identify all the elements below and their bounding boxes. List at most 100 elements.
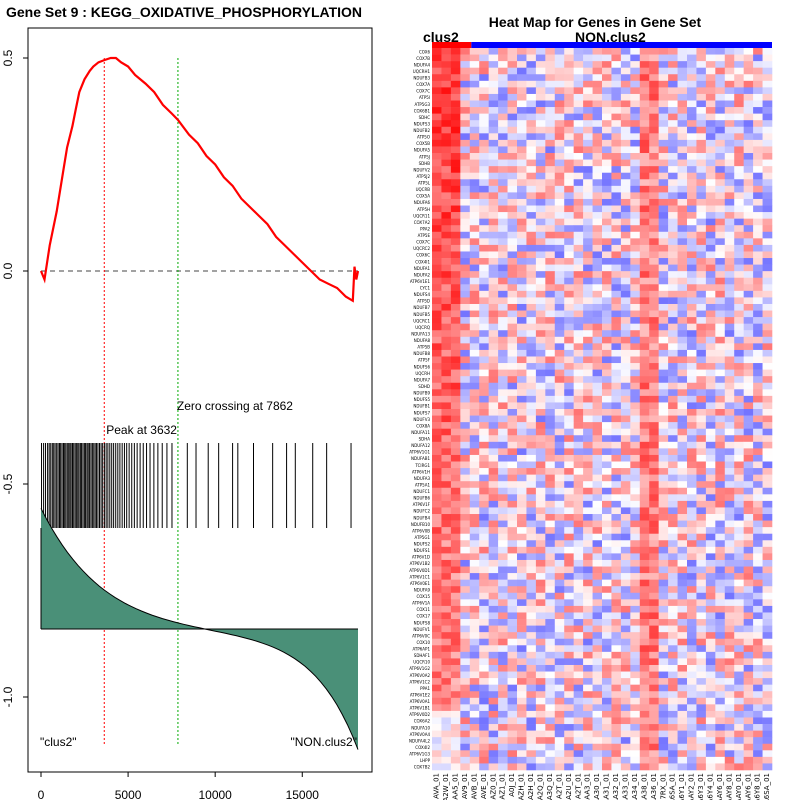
heatmap-cell: [526, 586, 537, 594]
heatmap-cell: [545, 376, 556, 384]
heatmap-cell: [498, 179, 508, 187]
heatmap-column-label: AAY2_01: [688, 773, 696, 800]
heatmap-cell: [488, 133, 499, 141]
heatmap-cell: [734, 395, 744, 403]
heatmap-row-label: NDUFS1: [414, 548, 431, 553]
heatmap-cell: [658, 336, 669, 344]
heatmap-cell: [545, 238, 556, 246]
heatmap-cell: [469, 284, 480, 292]
heatmap-cell: [526, 238, 537, 246]
heatmap-cell: [668, 74, 678, 82]
heatmap-cell: [734, 166, 744, 174]
heatmap-cell: [535, 710, 546, 718]
heatmap-cell: [564, 468, 574, 475]
heatmap-cell: [573, 638, 584, 646]
heatmap-cell: [753, 258, 763, 265]
heatmap-cell: [564, 612, 574, 620]
heatmap-cell: [564, 61, 574, 68]
heatmap-cell: [611, 48, 622, 55]
heatmap-cell: [649, 743, 659, 751]
heatmap-cell: [753, 126, 763, 134]
heatmap-cell: [469, 264, 480, 272]
heatmap-cell: [658, 658, 669, 666]
heatmap-cell: [620, 592, 631, 600]
heatmap-cell: [696, 461, 707, 469]
heatmap-cell: [460, 684, 471, 692]
heatmap-cell: [743, 625, 754, 633]
heatmap-cell: [479, 573, 489, 580]
heatmap-cell: [649, 500, 659, 508]
heatmap-cell: [526, 369, 537, 377]
heatmap-cell: [602, 658, 612, 666]
heatmap-cell: [592, 192, 603, 200]
heatmap-cell: [507, 454, 518, 462]
heatmap-cell: [743, 271, 754, 279]
heatmap-cell: [677, 579, 688, 587]
heatmap-cell: [734, 579, 744, 587]
heatmap-cell: [620, 500, 631, 508]
heatmap-cell: [602, 258, 612, 265]
heatmap-cell: [639, 244, 650, 252]
heatmap-cell: [611, 474, 622, 482]
heatmap-cell: [545, 297, 556, 305]
heatmap-cell: [630, 494, 641, 502]
heatmap-cell: [743, 277, 754, 285]
heatmap-cell: [762, 271, 773, 279]
heatmap-cell: [460, 61, 471, 68]
heatmap-cell: [526, 441, 537, 449]
heatmap-cell: [469, 717, 480, 725]
heatmap-cell: [441, 454, 452, 462]
heatmap-cell: [460, 80, 471, 88]
heatmap-cell: [583, 146, 593, 154]
heatmap-cell: [611, 750, 622, 758]
heatmap-cell: [687, 192, 697, 200]
heatmap-cell: [432, 61, 442, 68]
heatmap-cell: [705, 166, 716, 174]
heatmap-cell: [592, 651, 603, 659]
heatmap-cell: [564, 520, 574, 528]
heatmap-cell: [649, 120, 659, 128]
heatmap-cell: [488, 192, 499, 200]
heatmap-row-label: ATP6V1F: [413, 502, 431, 507]
heatmap-cell: [687, 717, 697, 725]
heatmap-cell: [611, 218, 622, 226]
heatmap-cell: [545, 507, 556, 515]
heatmap-cell: [517, 218, 527, 226]
heatmap-cell: [469, 218, 480, 226]
heatmap-cell: [696, 737, 707, 745]
heatmap-cell: [639, 481, 650, 489]
heatmap-cell: [498, 481, 508, 489]
heatmap-cell: [762, 448, 773, 456]
heatmap-cell: [696, 625, 707, 633]
heatmap-cell: [734, 93, 744, 101]
heatmap-cell: [724, 500, 735, 508]
heatmap-cell: [554, 730, 565, 738]
heatmap-cell: [545, 546, 556, 554]
heatmap-cell: [649, 435, 659, 443]
heatmap-cell: [611, 487, 622, 495]
heatmap-cell: [649, 454, 659, 462]
heatmap-cell: [498, 724, 508, 731]
heatmap-cell: [460, 599, 471, 607]
heatmap-cell: [554, 573, 565, 580]
heatmap-cell: [677, 730, 688, 738]
heatmap-cell: [658, 579, 669, 587]
heatmap-cell: [583, 415, 593, 423]
heatmap-cell: [762, 461, 773, 469]
heatmap-cell: [450, 67, 461, 75]
heatmap-cell: [554, 520, 565, 528]
heatmap-cell: [460, 658, 471, 666]
heatmap-cell: [649, 382, 659, 390]
heatmap-cell: [526, 172, 537, 180]
heatmap-cell: [668, 756, 678, 764]
heatmap-cell: [696, 389, 707, 397]
heatmap-cell: [705, 409, 716, 416]
heatmap-cell: [573, 172, 584, 180]
heatmap-cell: [630, 507, 641, 515]
heatmap-cell: [743, 376, 754, 384]
heatmap-row-label: NDUFB3: [413, 76, 430, 81]
heatmap-cell: [507, 638, 518, 646]
heatmap-cell: [498, 139, 508, 147]
heatmap-cell: [687, 389, 697, 397]
heatmap-cell: [583, 100, 593, 108]
